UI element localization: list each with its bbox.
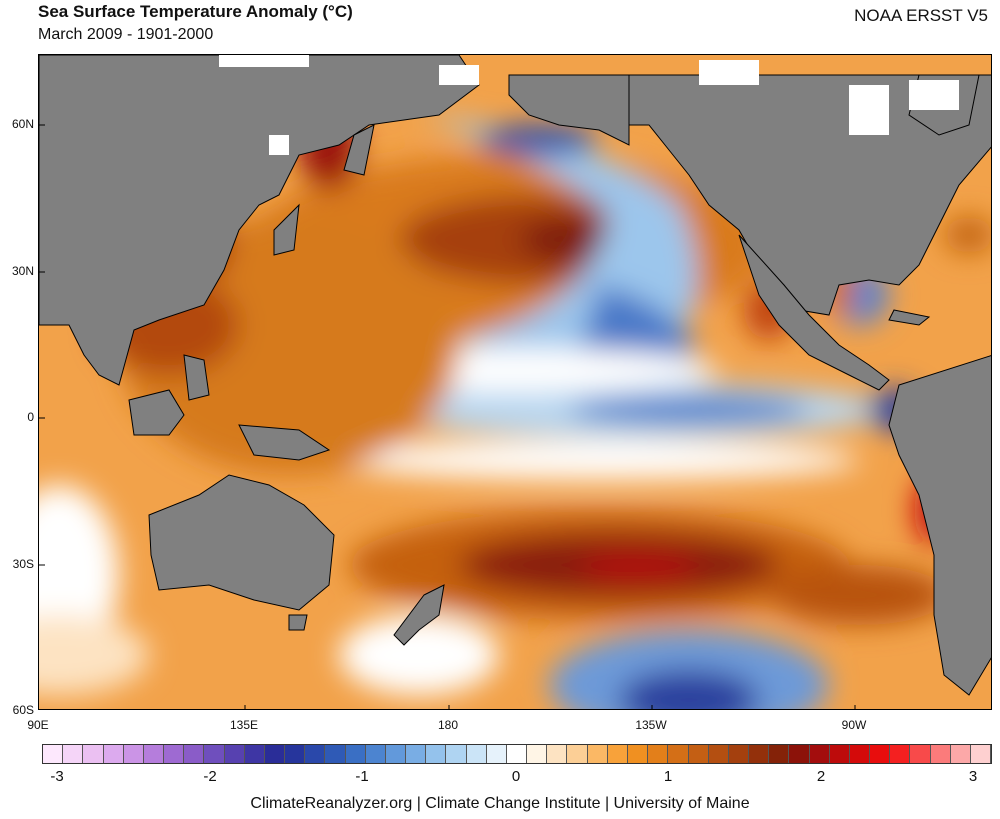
land-philippines: [183, 354, 210, 401]
land-central-america: [738, 234, 890, 391]
colorbar-swatch: [870, 745, 891, 763]
x-label-90w: 90W: [841, 718, 867, 732]
colorbar-label-neg1: -1: [355, 768, 369, 785]
colorbar-swatch: [668, 745, 689, 763]
land: [39, 55, 991, 696]
colorbar-swatch: [285, 745, 306, 763]
land-australia: [148, 474, 335, 611]
x-label-135e: 135E: [229, 718, 259, 732]
y-label-30n: 30N: [11, 264, 34, 278]
footer-credit: ClimateReanalyzer.org | Climate Change I…: [250, 795, 750, 812]
colorbar-swatch: [486, 745, 507, 763]
colorbar-swatch: [224, 745, 245, 763]
colorbar-swatch: [345, 745, 366, 763]
land-new-zealand: [393, 584, 445, 646]
colorbar-swatch: [264, 745, 286, 763]
land-north-america: [628, 74, 991, 316]
y-label-60s: 60S: [12, 703, 34, 717]
colorbar-swatch: [809, 745, 830, 763]
colorbar-swatch: [890, 745, 911, 763]
y-label-60n: 60N: [11, 117, 34, 131]
sst-anomaly-map: [38, 54, 992, 710]
colorbar-swatch: [406, 745, 427, 763]
colorbar-swatch: [43, 745, 64, 763]
y-label-0: 0: [27, 410, 34, 424]
colorbar-swatch: [446, 745, 467, 763]
map-svg: [39, 55, 991, 709]
land-new-guinea: [238, 424, 331, 461]
colorbar-swatch: [648, 745, 669, 763]
x-label-135w: 135W: [635, 718, 667, 732]
colorbar-swatch: [123, 745, 144, 763]
colorbar-swatch: [143, 745, 165, 763]
colorbar-swatch: [749, 745, 770, 763]
land-japan: [273, 203, 300, 256]
colorbar-swatch: [930, 745, 951, 763]
colorbar-swatch: [244, 745, 265, 763]
colorbar-swatch: [950, 745, 971, 763]
tick-marks: [39, 124, 856, 709]
colorbar-swatch: [708, 745, 729, 763]
land-tasmania: [288, 614, 308, 631]
sea-ice: [219, 55, 959, 155]
colorbar-swatch: [627, 745, 649, 763]
chart-title: Sea Surface Temperature Anomaly (°C): [38, 2, 353, 21]
colorbar-swatch: [466, 745, 487, 763]
colorbar-label-2: 2: [816, 768, 826, 785]
y-label-30s: 30S: [12, 557, 34, 571]
colorbar-swatch: [365, 745, 386, 763]
colorbar-swatch: [910, 745, 931, 763]
colorbar-label-neg3: -3: [50, 768, 64, 785]
colorbar-swatch: [103, 745, 124, 763]
colorbar-swatch: [506, 745, 528, 763]
colorbar-swatch: [567, 745, 588, 763]
colorbar-swatch: [385, 745, 407, 763]
colorbar-swatch: [607, 745, 628, 763]
colorbar-swatch: [527, 745, 548, 763]
colorbar-label-1: 1: [663, 768, 673, 785]
colorbar-swatch: [769, 745, 790, 763]
land-borneo: [128, 389, 185, 436]
colorbar-swatch: [426, 745, 447, 763]
land-asia: [39, 55, 480, 386]
x-label-180: 180: [437, 718, 459, 732]
colorbar-swatch: [83, 745, 104, 763]
colorbar-swatch: [305, 745, 326, 763]
land-south-america: [888, 355, 991, 696]
colorbar-swatch: [789, 745, 810, 763]
x-label-90e: 90E: [27, 718, 49, 732]
colorbar-swatch: [184, 745, 205, 763]
colorbar: [42, 744, 992, 764]
colorbar-swatch: [164, 745, 185, 763]
colorbar-label-3: 3: [968, 768, 978, 785]
anomaly-field: [39, 110, 991, 709]
colorbar-swatch: [849, 745, 871, 763]
colorbar-swatch: [325, 745, 346, 763]
colorbar-swatch: [587, 745, 608, 763]
colorbar-swatch: [829, 745, 850, 763]
colorbar-swatch: [547, 745, 568, 763]
colorbar-label-0: 0: [511, 768, 521, 785]
colorbar-swatch: [970, 745, 992, 763]
chart-subtitle: March 2009 - 1901-2000: [38, 26, 214, 43]
land-cuba: [888, 309, 931, 326]
dataset-label: NOAA ERSST V5: [854, 6, 988, 25]
colorbar-swatch: [688, 745, 709, 763]
land-kamchatka: [343, 124, 375, 176]
colorbar-swatch: [728, 745, 750, 763]
colorbar-swatch: [204, 745, 225, 763]
colorbar-swatch: [63, 745, 84, 763]
colorbar-label-neg2: -2: [203, 768, 217, 785]
